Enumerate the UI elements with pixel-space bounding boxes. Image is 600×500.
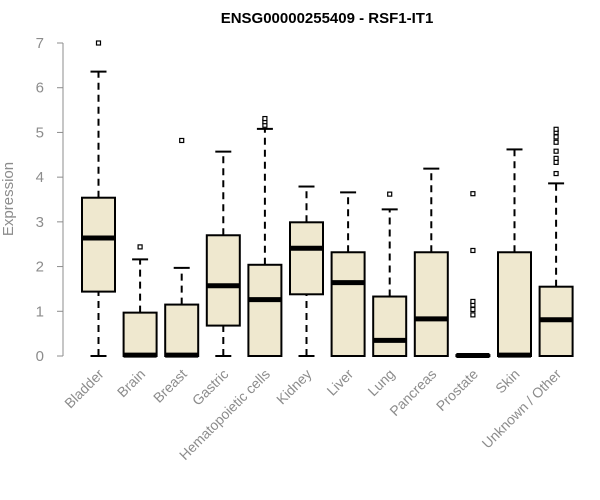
outlier-point xyxy=(553,155,559,161)
box-5 xyxy=(289,185,324,357)
outlier-point xyxy=(553,139,559,145)
box-7 xyxy=(372,191,408,357)
y-tick-label: 4 xyxy=(36,169,44,186)
x-tick-label: Brain xyxy=(114,366,148,400)
outlier-point xyxy=(553,159,559,165)
iqr-box xyxy=(372,295,408,357)
outlier-point xyxy=(470,191,476,197)
box-2 xyxy=(164,137,200,358)
y-tick-label: 6 xyxy=(36,80,44,97)
x-tick-label: Liver xyxy=(323,366,356,399)
y-tick-label: 1 xyxy=(36,303,44,320)
box-1 xyxy=(122,244,158,358)
outlier-point xyxy=(95,40,102,46)
outlier-point xyxy=(470,312,476,318)
x-tick-label: Lung xyxy=(364,366,397,399)
outlier-point xyxy=(179,137,185,144)
iqr-box xyxy=(164,303,200,358)
outlier-point xyxy=(553,148,559,154)
box-8 xyxy=(413,167,449,358)
outlier-point xyxy=(387,191,393,197)
box-0 xyxy=(81,40,116,357)
x-tick-label: Breast xyxy=(150,366,190,406)
x-tick-label: Prostate xyxy=(433,366,481,414)
iqr-box xyxy=(497,251,532,358)
x-tick-label: Kidney xyxy=(273,366,315,408)
outlier-point xyxy=(470,306,476,313)
y-axis-label: Expression xyxy=(0,162,17,236)
y-tick-label: 0 xyxy=(36,348,44,365)
y-tick-label: 2 xyxy=(36,259,44,276)
outlier-point xyxy=(262,115,268,122)
outlier-point xyxy=(470,247,476,254)
x-tick-label: Unknown / Other xyxy=(479,366,565,452)
y-axis-ticks: 0 1 2 3 4 5 6 7 xyxy=(36,35,63,365)
box-6 xyxy=(330,191,366,358)
outlier-point xyxy=(553,134,559,140)
iqr-box xyxy=(205,234,241,327)
y-tick-label: 3 xyxy=(36,214,44,231)
chart-title: ENSG00000255409 - RSF1-IT1 xyxy=(221,10,434,27)
y-tick-label: 7 xyxy=(36,35,44,52)
outlier-point xyxy=(553,126,559,132)
iqr-box xyxy=(122,311,158,357)
iqr-box xyxy=(289,221,324,296)
iqr-box xyxy=(81,196,116,293)
box-3 xyxy=(205,150,241,357)
x-tick-label: Bladder xyxy=(61,366,107,412)
box-group xyxy=(81,40,574,359)
outlier-point xyxy=(553,170,559,177)
box-9 xyxy=(455,191,491,359)
iqr-box xyxy=(247,263,283,358)
outlier-point xyxy=(470,298,476,305)
y-tick-label: 5 xyxy=(36,124,44,141)
iqr-box xyxy=(330,251,366,358)
iqr-box xyxy=(413,251,449,358)
x-tick-label: Skin xyxy=(492,366,523,397)
outlier-point xyxy=(137,244,143,250)
box-11 xyxy=(538,126,574,358)
box-4 xyxy=(247,115,283,358)
box-10 xyxy=(497,148,532,358)
